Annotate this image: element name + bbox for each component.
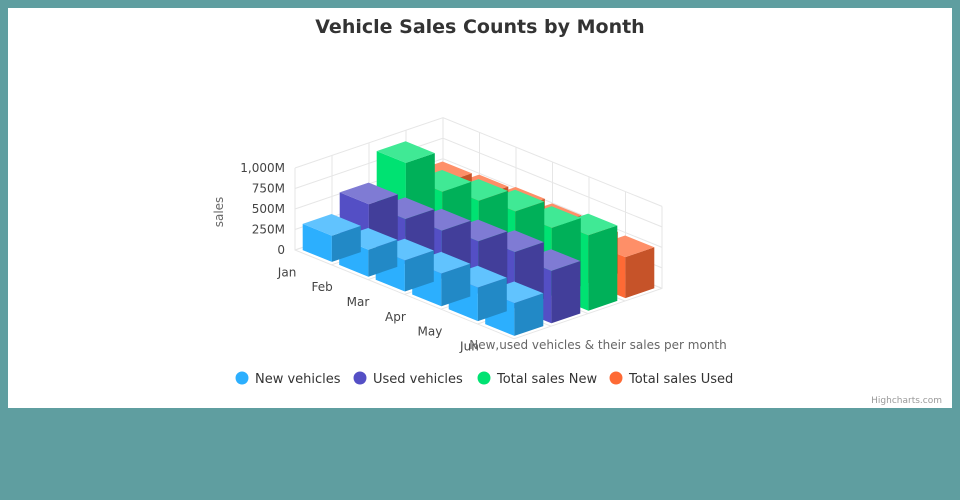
y-axis: 0 250M 500M 750M 1,000M — [240, 161, 285, 257]
bar-side-face — [625, 247, 655, 299]
y-tick-label: 1,000M — [240, 161, 285, 175]
x-axis-title: New,used vehicles & their sales per mont… — [469, 338, 727, 352]
x-tick-label: Apr — [385, 310, 406, 324]
legend-item-used-vehicles[interactable]: Used vehicles — [353, 371, 463, 388]
bars — [302, 141, 655, 336]
legend-item-new-vehicles[interactable]: New vehicles — [235, 371, 341, 388]
bar-new-vehicles-jan[interactable] — [302, 214, 361, 262]
y-tick-label: 250M — [252, 223, 285, 237]
bar-new-vehicles-feb[interactable] — [339, 228, 398, 277]
bar-side-face — [514, 293, 544, 336]
y-tick-label: 500M — [252, 202, 285, 216]
legend-label: New vehicles — [255, 372, 341, 387]
bar-top-face — [302, 214, 361, 236]
chart-card: Vehicle Sales Counts by Month 0 250M 500M 7… — [8, 8, 952, 408]
bar-top-face — [376, 141, 435, 163]
y-tick-label: 750M — [252, 182, 285, 196]
bar-side-face — [331, 225, 361, 262]
bar-side-face — [404, 250, 434, 292]
legend-label: Total sales Used — [628, 372, 733, 387]
y-axis-title: sales — [212, 197, 226, 228]
x-tick-label: May — [417, 325, 442, 339]
legend-item-total-sales-used[interactable]: Total sales Used — [609, 371, 734, 388]
x-tick-label: Jan — [277, 265, 297, 279]
legend-marker — [235, 371, 249, 385]
chart-svg: Vehicle Sales Counts by Month 0 250M 500M 7… — [212, 16, 942, 406]
chart-title: Vehicle Sales Counts by Month — [315, 16, 644, 38]
bar-side-face — [368, 239, 398, 277]
credits-link[interactable]: Highcharts.com — [871, 396, 942, 406]
x-axis: Jan Feb Mar Apr May Jun — [277, 265, 479, 353]
bar-top-face — [339, 182, 398, 205]
x-tick-label: Feb — [312, 280, 333, 294]
legend[interactable]: New vehicles Used vehicles Total sales New… — [235, 371, 734, 388]
legend-item-total-sales-new[interactable]: Total sales New — [477, 371, 598, 388]
y-tick-label: 0 — [277, 243, 285, 257]
legend-marker — [609, 371, 623, 385]
x-tick-label: Jun — [459, 339, 479, 353]
legend-label: Total sales New — [496, 372, 597, 387]
bar-side-face — [551, 261, 581, 324]
legend-marker — [353, 371, 367, 385]
gridline — [294, 168, 515, 340]
bar-side-face — [477, 277, 507, 322]
bar-front-face — [302, 223, 332, 262]
x-tick-label: Mar — [347, 295, 370, 309]
bar-side-face — [588, 225, 618, 311]
legend-marker — [477, 371, 491, 385]
legend-label: Used vehicles — [373, 372, 463, 387]
bar-side-face — [441, 263, 471, 307]
